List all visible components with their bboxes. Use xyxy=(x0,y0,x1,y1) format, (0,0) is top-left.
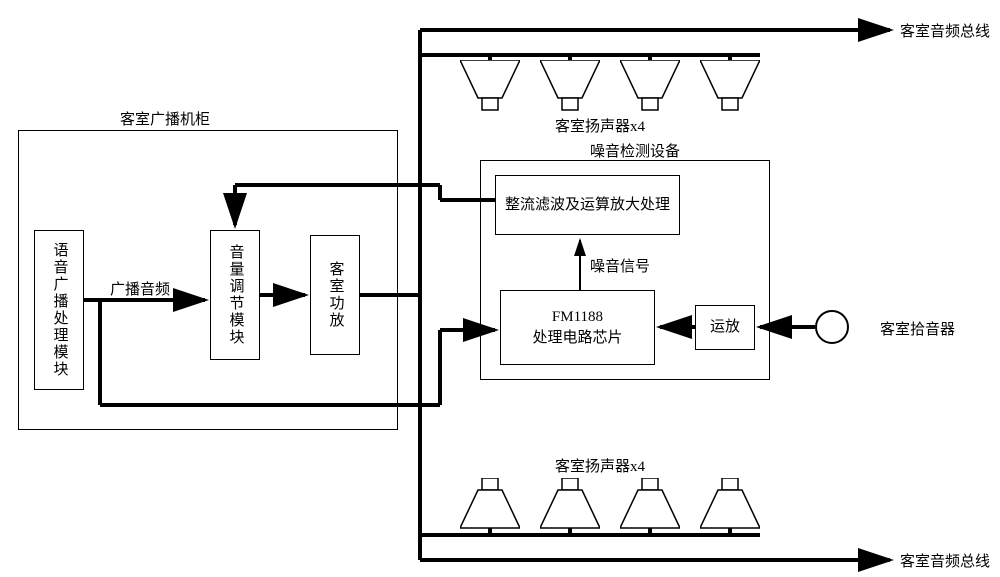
voice-module-label: 语音广播处理模块 xyxy=(49,242,70,378)
top-bus-label: 客室音频总线 xyxy=(900,20,990,41)
amp-module-label: 客室功放 xyxy=(325,261,346,329)
noise-title: 噪音检测设备 xyxy=(590,140,680,161)
broadcast-audio-label: 广播音频 xyxy=(110,278,170,299)
opamp-box: 运放 xyxy=(695,305,755,350)
volume-module-label: 音量调节模块 xyxy=(225,244,246,346)
fm-chip-label: FM1188 处理电路芯片 xyxy=(532,307,622,349)
speaker-icon xyxy=(700,60,760,115)
bottom-speakers-label: 客室扬声器x4 xyxy=(555,455,645,476)
speaker-icon xyxy=(460,478,520,533)
microphone-icon xyxy=(815,310,849,344)
top-speakers-label: 客室扬声器x4 xyxy=(555,115,645,136)
speaker-icon xyxy=(620,478,680,533)
rect-filter-label: 整流滤波及运算放大处理 xyxy=(505,195,670,216)
speaker-icon xyxy=(540,478,600,533)
voice-broadcast-module: 语音广播处理模块 xyxy=(34,230,84,390)
fm1188-chip-box: FM1188 处理电路芯片 xyxy=(500,290,655,365)
speaker-icon xyxy=(540,60,600,115)
cabin-amp-module: 客室功放 xyxy=(310,235,360,355)
opamp-label: 运放 xyxy=(710,317,740,338)
speaker-icon xyxy=(460,60,520,115)
rectifier-filter-box: 整流滤波及运算放大处理 xyxy=(495,175,680,235)
bottom-bus-label: 客室音频总线 xyxy=(900,550,990,571)
cabinet-title: 客室广播机柜 xyxy=(120,108,210,129)
noise-signal-label: 噪音信号 xyxy=(590,255,650,276)
speaker-icon xyxy=(700,478,760,533)
mic-label: 客室拾音器 xyxy=(880,318,955,339)
speaker-icon xyxy=(620,60,680,115)
volume-adjust-module: 音量调节模块 xyxy=(210,230,260,360)
